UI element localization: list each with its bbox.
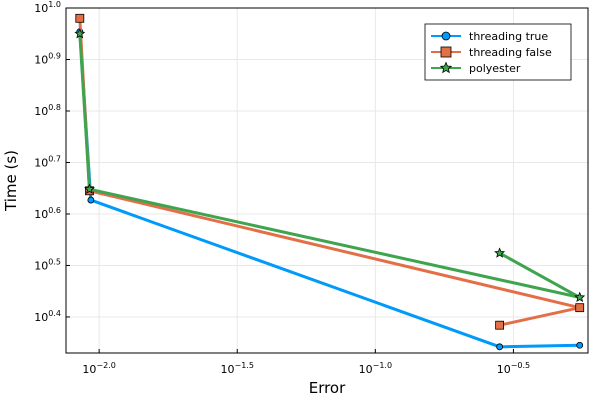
data-point bbox=[74, 28, 86, 39]
x-axis-ticks: 10−2.0 10−1.5 10−1.0 10−0.5 bbox=[82, 349, 530, 376]
data-point bbox=[84, 183, 95, 194]
legend-marker bbox=[440, 46, 452, 58]
y-tick-label: 100.4 bbox=[34, 309, 61, 324]
tick-exponent: 0.7 bbox=[48, 154, 61, 163]
y-tick-label: 100.5 bbox=[34, 257, 61, 272]
y-tick-label: 101.0 bbox=[34, 0, 61, 15]
tick-exponent: 0.4 bbox=[48, 309, 61, 318]
series-layer bbox=[74, 13, 586, 351]
y-tick-label: 100.9 bbox=[34, 51, 61, 66]
tick-exponent: 0.9 bbox=[48, 51, 61, 60]
tick-exponent: −1.0 bbox=[373, 361, 392, 370]
data-point bbox=[495, 320, 505, 330]
y-tick-label: 100.6 bbox=[34, 206, 61, 221]
series-line bbox=[78, 33, 582, 299]
legend: threading true threading false polyester bbox=[424, 23, 572, 81]
legend-item: threading false bbox=[431, 46, 552, 59]
data-point bbox=[494, 247, 506, 258]
x-tick-label: 10−1.5 bbox=[221, 361, 254, 376]
tick-exponent: 0.8 bbox=[48, 103, 61, 112]
data-point bbox=[576, 341, 584, 349]
y-tick-label: 100.8 bbox=[34, 103, 61, 118]
x-tick-label: 10−0.5 bbox=[497, 361, 530, 376]
x-tick-label: 10−1.0 bbox=[359, 361, 392, 376]
tick-base: 10 bbox=[34, 2, 48, 15]
y-tick-label: 100.7 bbox=[34, 154, 61, 169]
data-point bbox=[75, 13, 85, 23]
plot-frame bbox=[65, 7, 589, 354]
legend-marker bbox=[441, 31, 451, 41]
x-axis-label: Error bbox=[309, 379, 346, 397]
data-point bbox=[87, 196, 95, 204]
tick-base: 10 bbox=[221, 363, 235, 376]
legend-label: polyester bbox=[469, 62, 521, 75]
legend-marker bbox=[439, 61, 453, 74]
data-point bbox=[575, 303, 585, 313]
tick-exponent: −1.5 bbox=[235, 361, 254, 370]
x-tick-label: 10−2.0 bbox=[82, 361, 115, 376]
data-point bbox=[574, 291, 586, 303]
tick-base: 10 bbox=[359, 363, 373, 376]
tick-exponent: 0.5 bbox=[48, 257, 61, 266]
tick-exponent: 1.0 bbox=[48, 0, 61, 9]
tick-base: 10 bbox=[34, 156, 48, 169]
tick-exponent: −0.5 bbox=[511, 361, 530, 370]
tick-base: 10 bbox=[82, 363, 96, 376]
data-point bbox=[496, 343, 504, 351]
tick-base: 10 bbox=[34, 259, 48, 272]
tick-base: 10 bbox=[34, 53, 48, 66]
legend-label: threading true bbox=[469, 30, 548, 43]
series-polyester bbox=[74, 28, 586, 303]
tick-base: 10 bbox=[34, 105, 48, 118]
y-axis-label: Time (s) bbox=[2, 150, 20, 212]
tick-base: 10 bbox=[497, 363, 511, 376]
tick-base: 10 bbox=[34, 208, 48, 221]
tick-exponent: −2.0 bbox=[96, 361, 115, 370]
tick-exponent: 0.6 bbox=[48, 206, 61, 215]
legend-item: threading true bbox=[431, 30, 548, 43]
legend-item: polyester bbox=[431, 61, 521, 75]
tick-base: 10 bbox=[34, 311, 48, 324]
legend-label: threading false bbox=[469, 46, 552, 59]
